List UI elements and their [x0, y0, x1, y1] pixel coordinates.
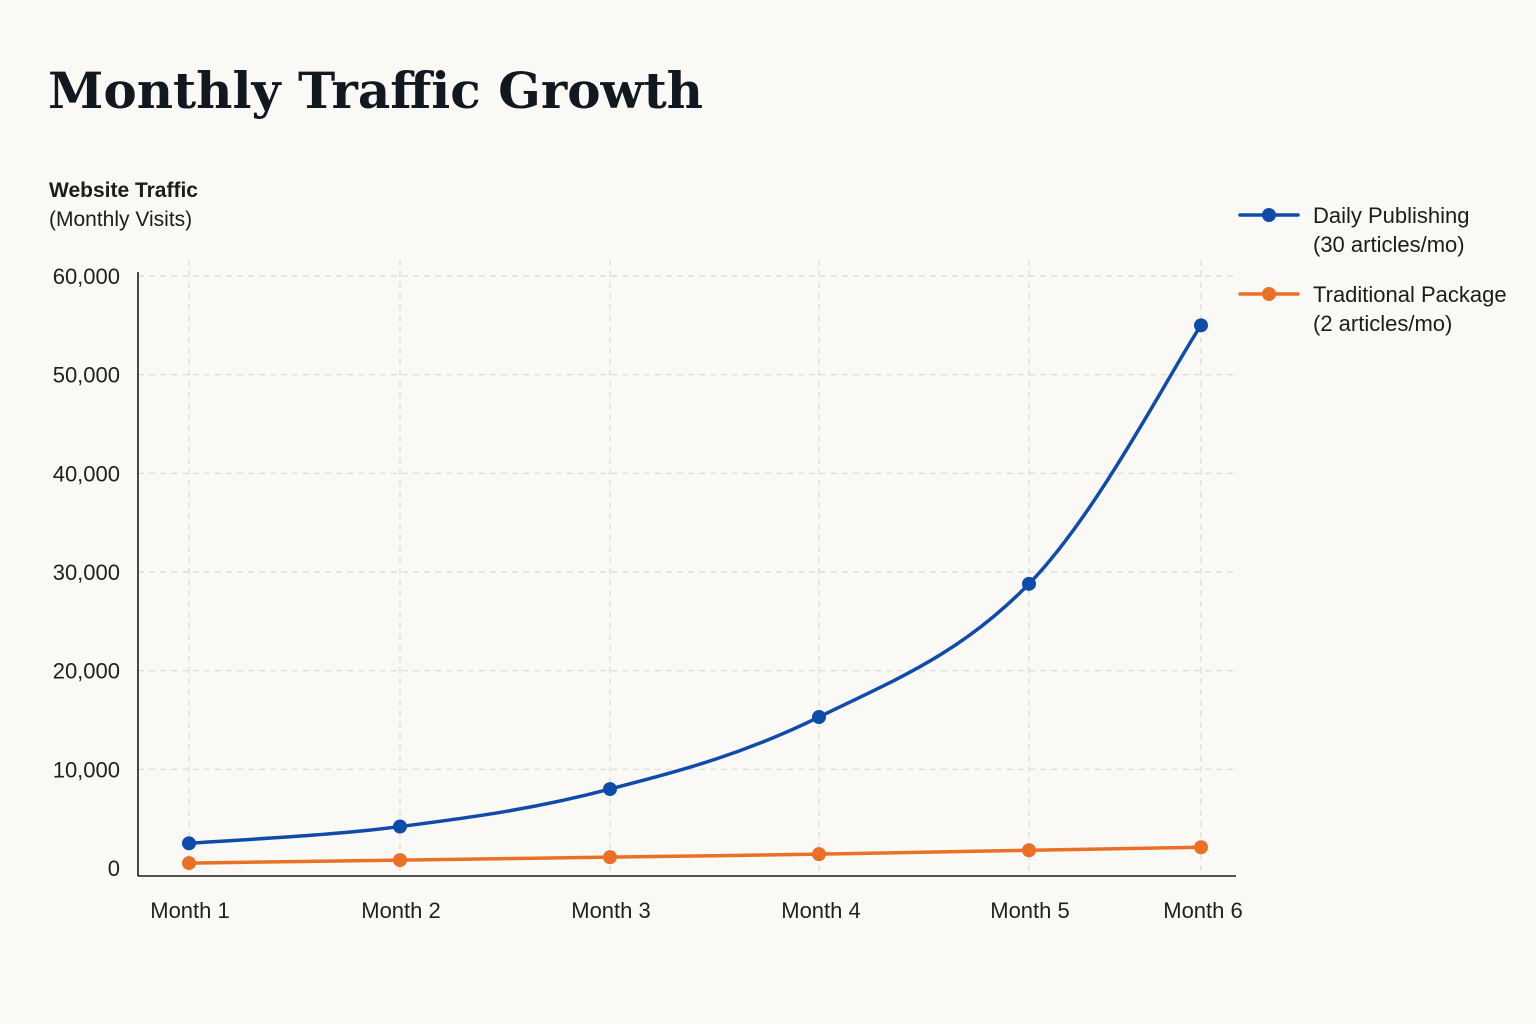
y-tick-label: 60,000 — [53, 264, 120, 289]
y-tick-label: 10,000 — [53, 757, 120, 782]
x-tick-label: Month 5 — [990, 898, 1070, 923]
x-tick-label: Month 6 — [1163, 898, 1243, 923]
x-tick-labels: Month 1 Month 2 Month 3 Month 4 Month 5 Month… — [150, 898, 1243, 923]
data-point-daily-publishing — [603, 782, 617, 797]
data-point-daily-publishing — [393, 819, 407, 834]
axes — [137, 272, 1236, 877]
y-tick-label: 0 — [108, 856, 120, 881]
data-point-daily-publishing — [1022, 576, 1036, 591]
x-tick-label: Month 2 — [361, 898, 441, 923]
data-point-traditional-package — [603, 850, 617, 865]
legend-label-traditional-package: Traditional Package — [1313, 282, 1507, 307]
y-tick-labels: 0 10,000 20,000 30,000 40,000 50,000 60,000 — [53, 264, 120, 881]
data-point-daily-publishing — [182, 836, 196, 851]
y-tick-label: 40,000 — [53, 461, 120, 486]
legend-sublabel-traditional-package: (2 articles/mo) — [1313, 311, 1452, 336]
y-axis-sublabel: (Monthly Visits) — [49, 208, 192, 231]
y-tick-label: 50,000 — [53, 363, 120, 388]
series — [182, 318, 1208, 871]
series-line-traditional-package — [187, 845, 1203, 865]
data-point-traditional-package — [1022, 843, 1036, 858]
data-point-traditional-package — [393, 853, 407, 868]
legend: Daily Publishing (30 articles/mo) Traditio… — [1238, 203, 1507, 336]
legend-marker-daily-publishing — [1262, 208, 1276, 222]
x-tick-label: Month 3 — [571, 898, 651, 923]
x-tick-label: Month 1 — [150, 898, 230, 923]
legend-sublabel-daily-publishing: (30 articles/mo) — [1313, 232, 1465, 257]
series-line-daily-publishing — [187, 323, 1203, 846]
data-point-traditional-package — [812, 847, 826, 862]
data-point-traditional-package — [1194, 840, 1208, 855]
chart-title: Monthly Traffic Growth — [48, 61, 703, 120]
legend-marker-traditional-package — [1262, 287, 1276, 301]
data-point-daily-publishing — [812, 710, 826, 725]
y-axis-label: Website Traffic — [49, 179, 198, 202]
x-tick-label: Month 4 — [781, 898, 861, 923]
data-point-traditional-package — [182, 856, 196, 871]
y-tick-label: 20,000 — [53, 659, 120, 684]
grid — [138, 260, 1236, 876]
y-tick-label: 30,000 — [53, 560, 120, 585]
legend-label-daily-publishing: Daily Publishing — [1313, 203, 1470, 228]
data-point-daily-publishing — [1194, 318, 1208, 333]
